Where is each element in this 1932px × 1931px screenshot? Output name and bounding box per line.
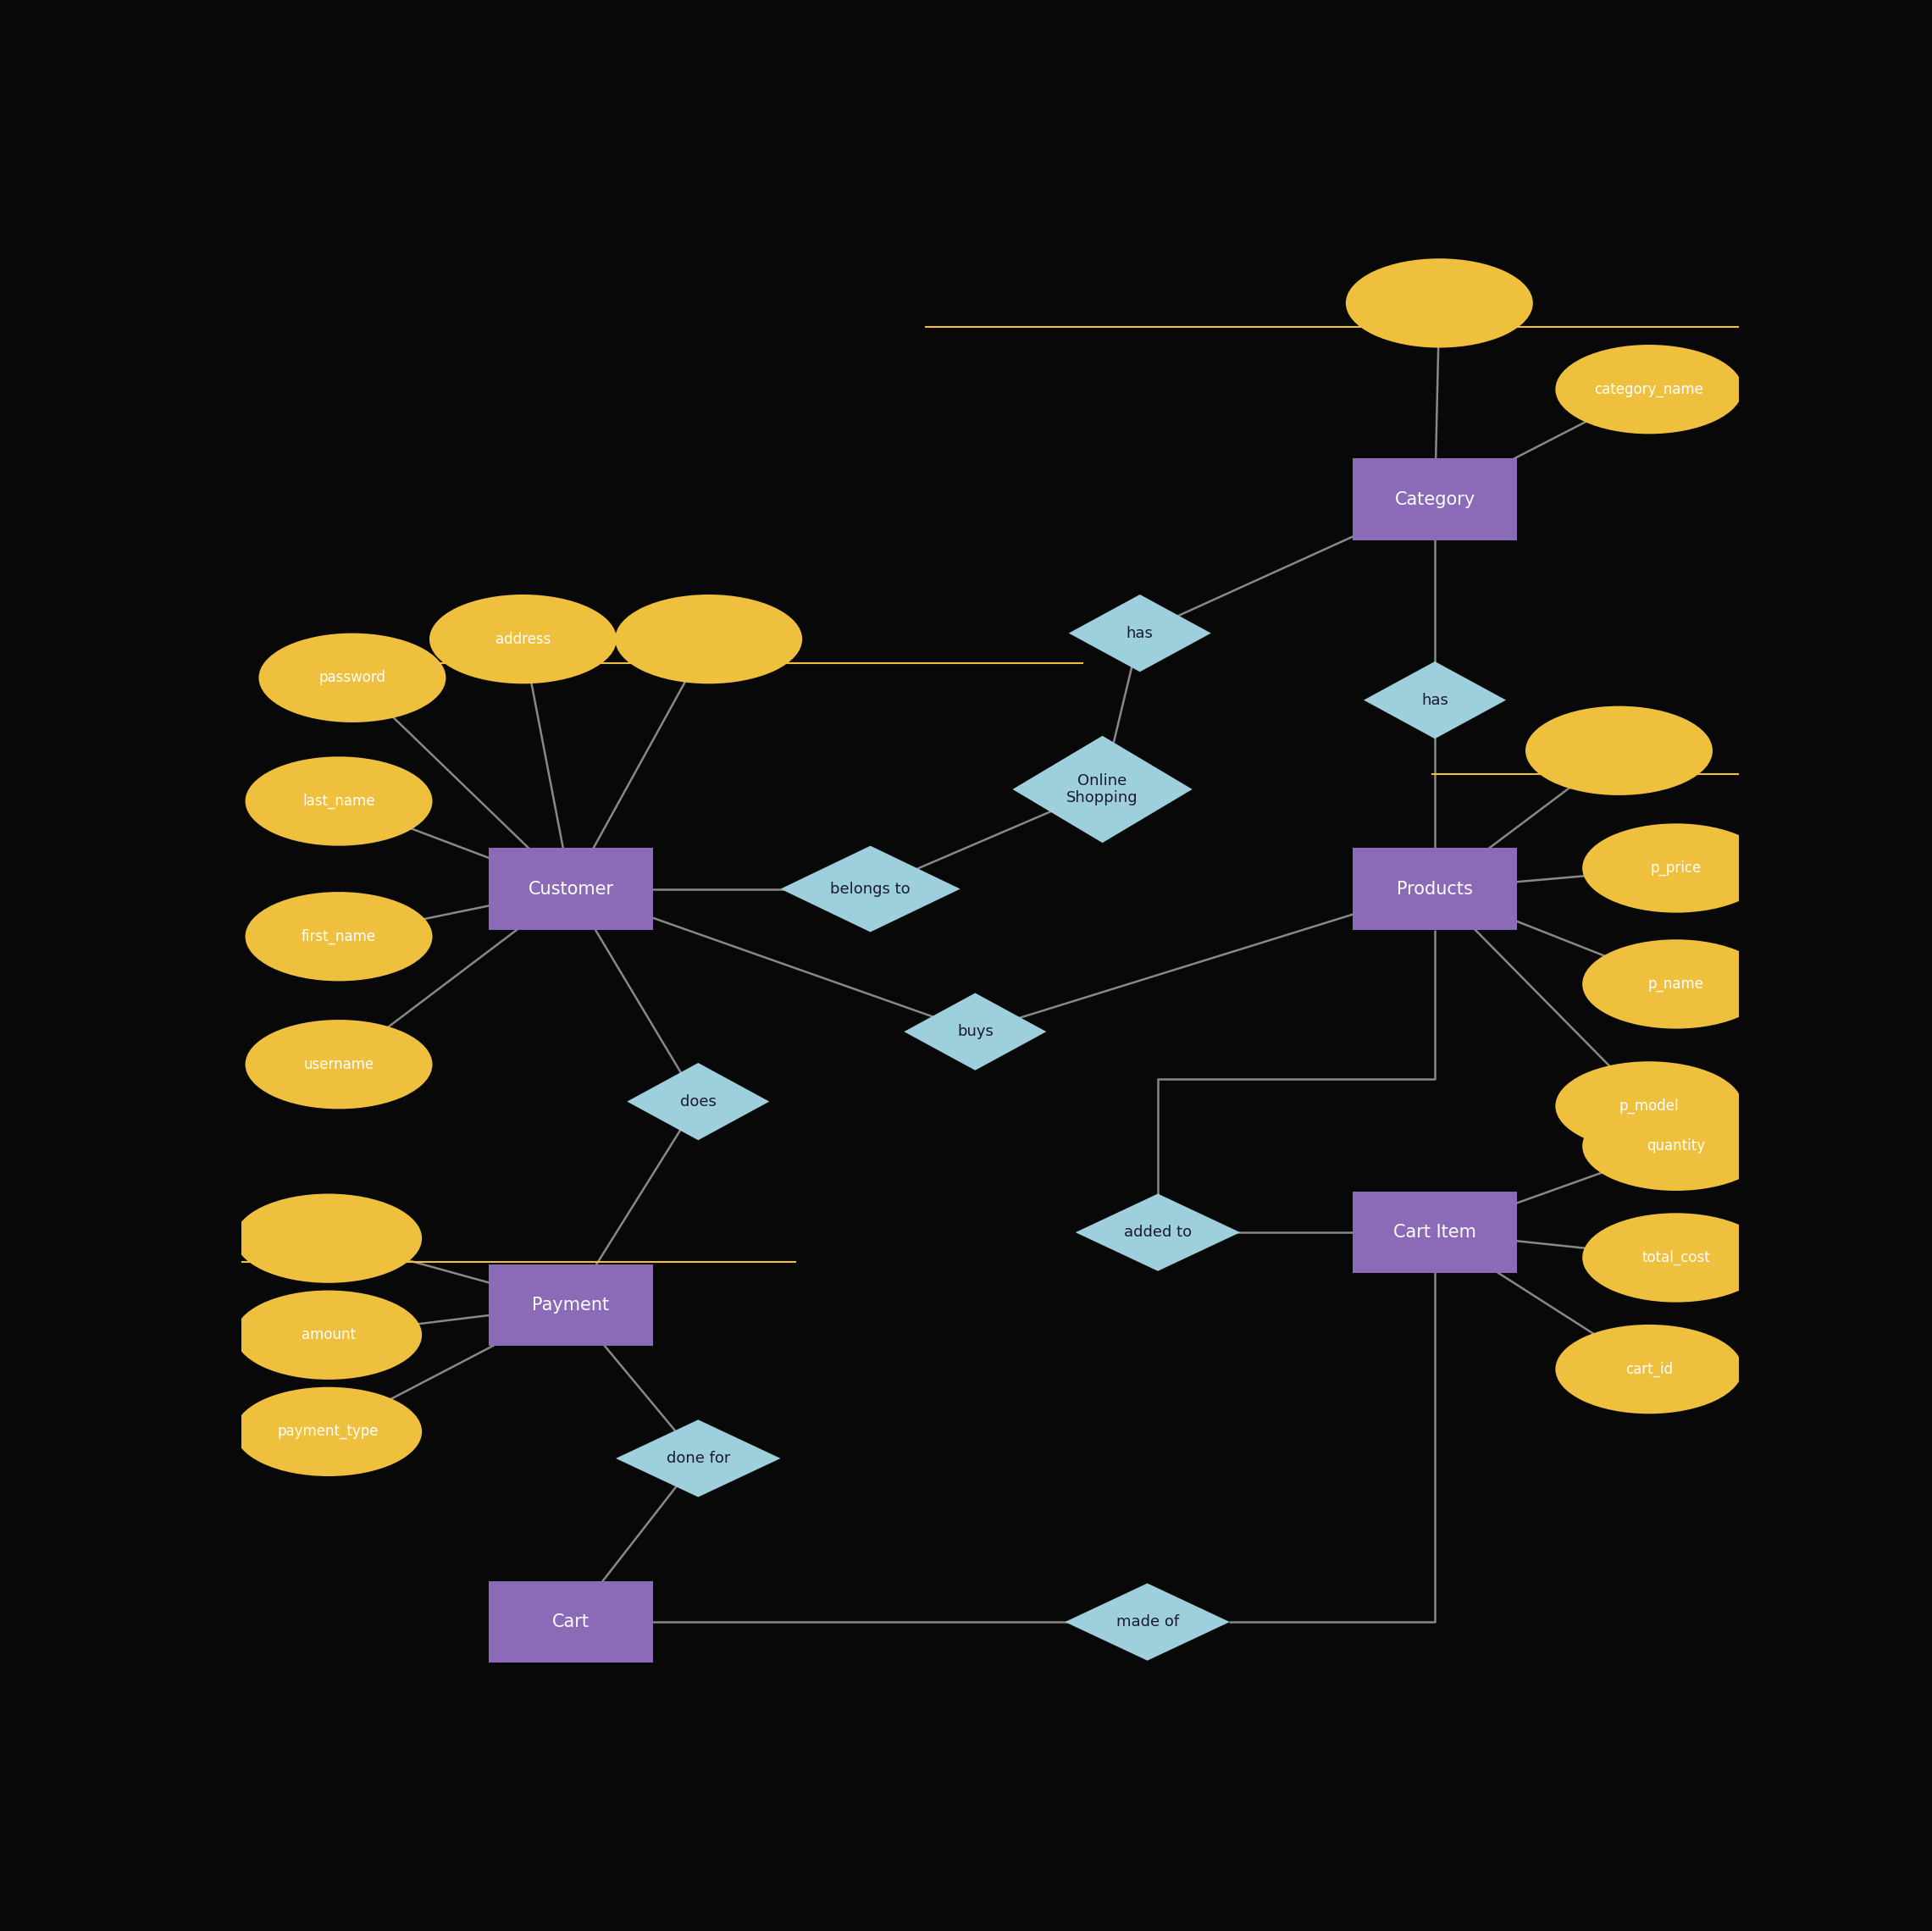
Text: p_name: p_name bbox=[1648, 977, 1704, 993]
Ellipse shape bbox=[1526, 707, 1712, 796]
Text: email_id: email_id bbox=[680, 631, 738, 647]
Ellipse shape bbox=[259, 633, 446, 722]
Ellipse shape bbox=[1582, 940, 1770, 1029]
Text: Cart Item: Cart Item bbox=[1393, 1224, 1476, 1242]
Text: Products: Products bbox=[1397, 881, 1472, 898]
Text: Online
Shopping: Online Shopping bbox=[1066, 772, 1138, 805]
Text: username: username bbox=[303, 1056, 375, 1072]
Text: p_price: p_price bbox=[1650, 861, 1702, 877]
Text: added to: added to bbox=[1124, 1224, 1192, 1240]
FancyBboxPatch shape bbox=[1352, 458, 1517, 541]
Text: category_name: category_name bbox=[1594, 382, 1704, 398]
Text: buys: buys bbox=[956, 1023, 993, 1039]
Ellipse shape bbox=[1582, 1213, 1770, 1301]
Polygon shape bbox=[628, 1062, 769, 1139]
Text: has: has bbox=[1126, 626, 1153, 641]
Text: made of: made of bbox=[1117, 1614, 1179, 1630]
Ellipse shape bbox=[236, 1290, 421, 1379]
Text: last_name: last_name bbox=[303, 794, 375, 809]
FancyBboxPatch shape bbox=[489, 1265, 653, 1346]
Ellipse shape bbox=[245, 892, 433, 981]
Text: p_model: p_model bbox=[1619, 1099, 1679, 1114]
Text: cart_id: cart_id bbox=[1625, 1361, 1673, 1377]
Text: first_name: first_name bbox=[301, 929, 377, 944]
Text: done for: done for bbox=[667, 1450, 730, 1466]
FancyBboxPatch shape bbox=[1352, 1191, 1517, 1273]
Polygon shape bbox=[616, 1419, 781, 1497]
FancyBboxPatch shape bbox=[489, 1581, 653, 1663]
Ellipse shape bbox=[429, 595, 616, 684]
Polygon shape bbox=[904, 993, 1047, 1070]
FancyBboxPatch shape bbox=[1352, 848, 1517, 931]
Polygon shape bbox=[781, 846, 960, 933]
Text: total_cost: total_cost bbox=[1642, 1249, 1710, 1265]
Text: quantity: quantity bbox=[1646, 1139, 1706, 1153]
Ellipse shape bbox=[1582, 823, 1770, 913]
Text: does: does bbox=[680, 1095, 717, 1108]
Ellipse shape bbox=[245, 1020, 433, 1108]
Polygon shape bbox=[1012, 736, 1192, 842]
Text: belongs to: belongs to bbox=[831, 881, 910, 896]
Polygon shape bbox=[1068, 595, 1211, 672]
Ellipse shape bbox=[1555, 1062, 1743, 1151]
Text: payment_id: payment_id bbox=[288, 1230, 369, 1245]
Ellipse shape bbox=[1582, 1101, 1770, 1191]
Polygon shape bbox=[1364, 662, 1505, 740]
Text: address: address bbox=[495, 631, 551, 647]
Text: Cart: Cart bbox=[553, 1614, 589, 1630]
Text: category_id: category_id bbox=[1399, 295, 1480, 311]
Ellipse shape bbox=[1347, 259, 1532, 348]
Text: Customer: Customer bbox=[527, 881, 614, 898]
Text: has: has bbox=[1422, 693, 1449, 707]
Ellipse shape bbox=[236, 1193, 421, 1282]
Polygon shape bbox=[1076, 1193, 1240, 1271]
Ellipse shape bbox=[236, 1386, 421, 1475]
Ellipse shape bbox=[1555, 346, 1743, 434]
Ellipse shape bbox=[245, 757, 433, 846]
Text: p_id: p_id bbox=[1605, 743, 1633, 759]
FancyBboxPatch shape bbox=[489, 848, 653, 931]
Text: payment_type: payment_type bbox=[278, 1423, 379, 1439]
Ellipse shape bbox=[614, 595, 802, 684]
Text: Category: Category bbox=[1395, 490, 1476, 508]
Text: amount: amount bbox=[301, 1327, 355, 1342]
Text: Payment: Payment bbox=[533, 1298, 609, 1313]
Polygon shape bbox=[1065, 1583, 1231, 1661]
Text: password: password bbox=[319, 670, 386, 686]
Ellipse shape bbox=[1555, 1325, 1743, 1413]
